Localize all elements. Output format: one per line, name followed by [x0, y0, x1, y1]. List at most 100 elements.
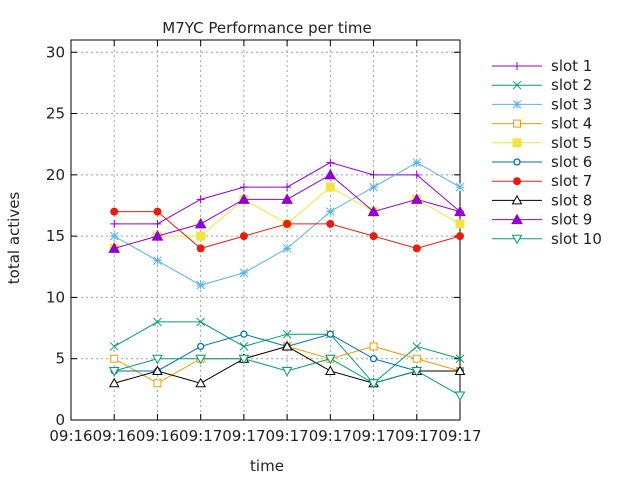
legend-label: slot 5 — [551, 134, 592, 152]
data-point — [325, 182, 335, 192]
data-point — [153, 317, 162, 327]
legend-label: slot 2 — [551, 76, 592, 94]
data-point — [152, 354, 163, 365]
y-axis-label: total actives — [5, 192, 23, 285]
data-point — [153, 219, 162, 228]
legend-item-slot-9: slot 9 — [492, 211, 592, 229]
data-point — [239, 232, 248, 241]
data-point — [454, 365, 466, 375]
data-point — [196, 280, 206, 290]
data-point — [238, 354, 250, 365]
data-point — [239, 183, 248, 192]
legend-marker — [511, 213, 523, 225]
y-tick-label: 5 — [55, 350, 65, 368]
data-point — [110, 219, 119, 228]
x-tick-label: 09:17 — [265, 427, 308, 445]
legend-marker — [513, 158, 521, 166]
data-point — [108, 366, 120, 377]
y-tick-label: 0 — [55, 411, 65, 429]
data-point — [108, 242, 121, 253]
data-point — [108, 377, 120, 388]
data-point — [196, 244, 205, 253]
legend-item-slot-7: slot 7 — [492, 172, 592, 190]
series-slot-1 — [110, 158, 464, 228]
data-point — [197, 342, 205, 351]
data-point — [240, 330, 248, 338]
data-point — [283, 183, 292, 192]
data-point — [369, 182, 378, 192]
x-axis-label: time — [250, 457, 284, 475]
data-point — [325, 207, 335, 216]
series-line-slot-10 — [114, 358, 461, 396]
y-axis-ticks: 0 5 10 15 20 25 30 — [46, 43, 460, 429]
legend-marker — [511, 234, 523, 245]
data-point — [239, 268, 249, 278]
x-tick-label: 09:17 — [352, 427, 395, 445]
y-tick-label: 15 — [46, 227, 65, 245]
legend-label: slot 8 — [551, 191, 592, 209]
series-slot-10 — [108, 354, 466, 402]
data-point — [281, 193, 293, 204]
legend-item-slot-6: slot 6 — [492, 153, 592, 171]
data-point — [454, 205, 466, 217]
data-point — [324, 168, 337, 180]
legend-marker — [512, 80, 522, 90]
data-point — [195, 377, 207, 388]
data-point — [326, 219, 335, 228]
series-slot-7 — [110, 207, 464, 253]
data-point — [369, 355, 378, 363]
data-point — [456, 232, 464, 241]
legend-label: slot 6 — [551, 153, 592, 171]
legend-item-slot-4: slot 4 — [492, 115, 592, 133]
legend-label: slot 4 — [551, 115, 592, 133]
x-tick-label: 09:17 — [395, 427, 438, 445]
legend-label: slot 9 — [551, 211, 592, 229]
data-point — [369, 342, 378, 351]
series-group — [108, 158, 466, 402]
data-point — [153, 207, 162, 216]
data-point — [324, 365, 336, 375]
data-point — [282, 329, 292, 339]
data-point — [196, 317, 206, 327]
data-point — [412, 354, 421, 363]
series-slot-2 — [109, 317, 465, 388]
data-point — [109, 231, 119, 241]
data-point — [152, 365, 163, 375]
data-point — [412, 342, 422, 351]
data-point — [324, 354, 336, 365]
legend-label: slot 1 — [551, 57, 592, 75]
legend-label: slot 10 — [551, 230, 602, 248]
legend-marker — [512, 138, 522, 148]
data-point — [282, 244, 292, 253]
data-point — [454, 391, 466, 402]
data-point — [110, 354, 119, 363]
data-point — [368, 379, 379, 389]
legend-marker — [513, 119, 521, 128]
data-point — [455, 219, 465, 229]
data-point — [412, 244, 421, 253]
legend-marker — [511, 194, 523, 205]
legend-marker — [513, 177, 521, 186]
series-slot-3 — [109, 158, 465, 290]
x-tick-label: 09:16 — [93, 427, 136, 445]
data-point — [239, 342, 249, 351]
data-point — [326, 330, 334, 338]
series-slot-9 — [108, 168, 466, 253]
data-point — [151, 230, 164, 241]
data-point — [196, 231, 206, 241]
legend-marker — [513, 62, 521, 70]
x-tick-label: 09:16 — [136, 427, 179, 445]
legend-item-slot-3: slot 3 — [492, 95, 592, 113]
y-tick-label: 10 — [46, 288, 65, 306]
x-tick-label: 09:16 — [49, 427, 92, 445]
data-point — [281, 340, 293, 351]
legend-item-slot-5: slot 5 — [492, 134, 592, 152]
data-point — [455, 354, 465, 364]
legend-item-slot-2: slot 2 — [492, 76, 592, 94]
data-point — [195, 354, 207, 365]
x-tick-label: 09:17 — [222, 427, 265, 445]
legend-item-slot-8: slot 8 — [492, 191, 592, 209]
x-axis-ticks: 09:16 09:16 09:16 09:17 09:17 09:17 09:17 09:17… — [49, 40, 482, 445]
